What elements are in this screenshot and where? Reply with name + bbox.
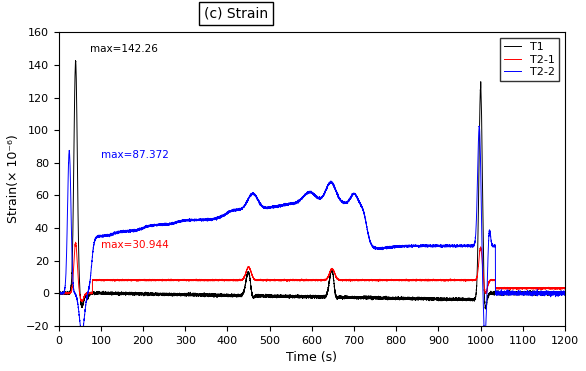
T1 <box>363 296 370 301</box>
T2-2 <box>55 290 62 295</box>
T2-1 <box>72 240 79 244</box>
T2-1 <box>55 291 62 295</box>
Y-axis label: Strain(× 10⁻⁶): Strain(× 10⁻⁶) <box>7 135 20 223</box>
T2-1 <box>363 278 370 282</box>
T1 <box>130 290 137 295</box>
Legend: T1, T2-1, T2-2: T1, T2-1, T2-2 <box>500 38 560 81</box>
T2-2 <box>476 124 483 128</box>
T2-2 <box>82 306 89 311</box>
T2-2 <box>363 224 370 228</box>
T2-1 <box>315 278 322 282</box>
Line: T2-2: T2-2 <box>59 126 565 335</box>
T2-1 <box>82 292 89 296</box>
T1 <box>315 295 322 299</box>
Text: (c) Strain: (c) Strain <box>204 7 268 21</box>
T2-2 <box>130 228 137 232</box>
T2-2 <box>481 333 488 338</box>
T2-1 <box>322 278 329 282</box>
T1 <box>482 307 489 311</box>
T2-2 <box>315 196 322 200</box>
T1 <box>72 58 79 63</box>
T1 <box>82 293 89 298</box>
T1 <box>186 291 193 296</box>
Text: max=87.372: max=87.372 <box>101 150 169 160</box>
T2-1 <box>79 299 86 304</box>
T2-1 <box>131 278 138 283</box>
X-axis label: Time (s): Time (s) <box>287 351 338 364</box>
Text: max=30.944: max=30.944 <box>101 240 169 250</box>
T2-1 <box>561 286 568 290</box>
T1 <box>55 290 62 294</box>
T2-1 <box>186 278 193 282</box>
Line: T2-1: T2-1 <box>59 242 565 302</box>
T2-2 <box>186 218 193 222</box>
T1 <box>322 295 329 299</box>
T2-2 <box>322 190 329 194</box>
Line: T1: T1 <box>59 60 565 309</box>
Text: max=142.26: max=142.26 <box>90 44 158 54</box>
T1 <box>561 290 568 295</box>
T2-2 <box>561 292 568 297</box>
